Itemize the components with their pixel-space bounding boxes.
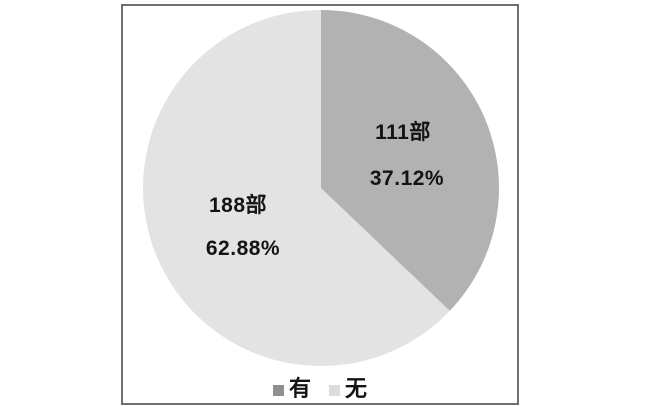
slice-count-label-light: 188部 — [208, 194, 268, 217]
slice-percent-label-light: 62.88% — [205, 237, 281, 260]
legend-swatch — [272, 385, 284, 396]
pie-slice-dark — [321, 10, 499, 311]
legend-item-dark: 有 — [272, 376, 311, 401]
slice-count-label-dark: 111部 — [375, 121, 431, 144]
legend-label: 有 — [288, 376, 311, 401]
legend-swatch — [329, 385, 340, 396]
chart-legend: 有 无 — [121, 378, 519, 400]
slice-percent-label-dark: 37.12% — [369, 167, 445, 190]
legend-label: 无 — [345, 376, 368, 401]
legend-item-light: 无 — [329, 378, 367, 400]
